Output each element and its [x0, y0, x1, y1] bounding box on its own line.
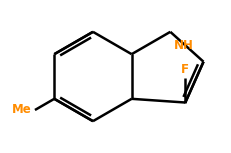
Text: F: F	[181, 63, 189, 76]
Text: NH: NH	[174, 39, 194, 52]
Text: Me: Me	[12, 103, 31, 116]
